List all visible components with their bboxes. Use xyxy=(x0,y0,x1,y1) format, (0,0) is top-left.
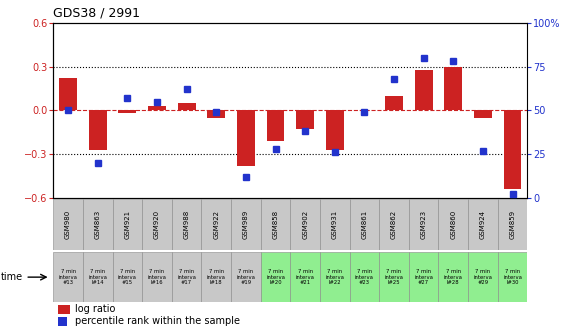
Bar xyxy=(172,252,201,302)
Bar xyxy=(113,199,142,250)
Bar xyxy=(237,111,255,166)
Text: GSM980: GSM980 xyxy=(65,210,71,239)
Bar xyxy=(83,199,113,250)
Bar xyxy=(385,96,403,111)
Text: GSM858: GSM858 xyxy=(273,210,278,239)
Bar xyxy=(231,199,261,250)
Text: 7 min
interva
#17: 7 min interva #17 xyxy=(177,269,196,285)
Bar xyxy=(172,199,201,250)
Text: GSM861: GSM861 xyxy=(361,210,367,239)
Bar xyxy=(53,199,83,250)
Bar xyxy=(113,252,142,302)
Text: GSM922: GSM922 xyxy=(213,210,219,239)
Text: 7 min
interva
l#30: 7 min interva l#30 xyxy=(503,269,522,285)
Bar xyxy=(468,199,498,250)
Bar xyxy=(379,199,409,250)
Text: GSM931: GSM931 xyxy=(332,210,338,239)
Bar xyxy=(290,252,320,302)
Bar xyxy=(439,199,468,250)
Text: GSM902: GSM902 xyxy=(302,210,308,239)
Bar xyxy=(266,111,284,141)
Bar xyxy=(468,252,498,302)
Text: GSM920: GSM920 xyxy=(154,210,160,239)
Bar xyxy=(208,111,225,118)
Bar xyxy=(409,199,439,250)
Text: 7 min
interva
l#14: 7 min interva l#14 xyxy=(88,269,107,285)
Text: 7 min
interva
#27: 7 min interva #27 xyxy=(414,269,433,285)
Bar xyxy=(89,111,107,150)
Text: GSM860: GSM860 xyxy=(450,210,456,239)
Text: GSM923: GSM923 xyxy=(421,210,427,239)
Bar xyxy=(439,252,468,302)
Bar xyxy=(201,199,231,250)
Bar xyxy=(118,111,136,113)
Text: GSM862: GSM862 xyxy=(391,210,397,239)
Text: 7 min
interva
#29: 7 min interva #29 xyxy=(473,269,493,285)
Bar xyxy=(504,111,521,189)
Text: 7 min
interva
#19: 7 min interva #19 xyxy=(236,269,255,285)
Bar xyxy=(231,252,261,302)
Text: GDS38 / 2991: GDS38 / 2991 xyxy=(53,7,140,20)
Text: GSM924: GSM924 xyxy=(480,210,486,239)
Bar xyxy=(59,78,77,111)
Bar xyxy=(142,199,172,250)
Text: 7 min
interva
l#16: 7 min interva l#16 xyxy=(148,269,167,285)
Bar xyxy=(415,70,433,111)
Bar xyxy=(409,252,439,302)
Bar xyxy=(142,252,172,302)
Bar xyxy=(261,199,291,250)
Bar xyxy=(444,67,462,111)
Text: log ratio: log ratio xyxy=(75,304,115,314)
Text: 7 min
interva
#23: 7 min interva #23 xyxy=(355,269,374,285)
Text: 7 min
interva
l#20: 7 min interva l#20 xyxy=(266,269,285,285)
Text: GSM921: GSM921 xyxy=(125,210,130,239)
Bar xyxy=(320,199,350,250)
Text: 7 min
interva
l#25: 7 min interva l#25 xyxy=(385,269,403,285)
Text: 7 min
interva
l#22: 7 min interva l#22 xyxy=(325,269,344,285)
Text: GSM988: GSM988 xyxy=(183,210,190,239)
Text: percentile rank within the sample: percentile rank within the sample xyxy=(75,317,240,326)
Bar xyxy=(326,111,344,150)
Bar xyxy=(350,199,379,250)
Text: GSM859: GSM859 xyxy=(509,210,516,239)
Bar xyxy=(53,252,83,302)
Text: 7 min
interva
#13: 7 min interva #13 xyxy=(59,269,77,285)
Bar xyxy=(320,252,350,302)
Text: 7 min
interva
l#28: 7 min interva l#28 xyxy=(444,269,463,285)
Text: time: time xyxy=(1,272,22,282)
Bar xyxy=(474,111,492,118)
Bar xyxy=(83,252,113,302)
Bar xyxy=(58,305,70,314)
Bar xyxy=(290,199,320,250)
Text: 7 min
interva
l#18: 7 min interva l#18 xyxy=(207,269,226,285)
Bar xyxy=(498,252,527,302)
Bar xyxy=(498,199,527,250)
Text: GSM989: GSM989 xyxy=(243,210,249,239)
Bar xyxy=(201,252,231,302)
Bar xyxy=(178,103,195,111)
Bar xyxy=(379,252,409,302)
Text: 7 min
interva
#15: 7 min interva #15 xyxy=(118,269,137,285)
Bar xyxy=(296,111,314,129)
Bar xyxy=(148,106,166,111)
Bar xyxy=(350,252,379,302)
Text: GSM863: GSM863 xyxy=(95,210,101,239)
Text: 7 min
interva
#21: 7 min interva #21 xyxy=(296,269,315,285)
Bar xyxy=(261,252,291,302)
Bar xyxy=(58,317,67,326)
